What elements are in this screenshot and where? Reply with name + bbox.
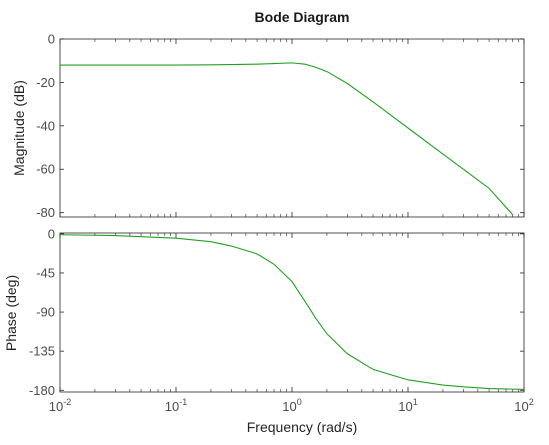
x-tick-label: 102	[514, 397, 533, 414]
x-tick-label: 10-1	[165, 397, 187, 414]
chart-title: Bode Diagram	[255, 9, 350, 25]
magnitude-x-ticks	[59, 39, 525, 217]
x-tick-label: 100	[282, 397, 301, 414]
x-tick-label: 10-2	[49, 397, 71, 414]
x-axis-label: Frequency (rad/s)	[247, 419, 357, 435]
phase-y-tick-label: 0	[48, 226, 55, 241]
magnitude-y-tick-label: -20	[36, 75, 55, 90]
phase-panel: 0 -45 -90 -135 -180 Phase (deg)	[3, 226, 525, 398]
magnitude-y-tick-label: 0	[48, 32, 55, 47]
phase-y-tick-label: -45	[36, 265, 55, 280]
phase-y-ticks: 0 -45 -90 -135 -180	[29, 226, 524, 398]
phase-y-tick-label: -135	[29, 344, 55, 359]
phase-y-tick-label: -90	[36, 305, 55, 320]
phase-series-line	[59, 234, 525, 390]
phase-y-axis-label: Phase (deg)	[3, 275, 19, 351]
phase-y-tick-label: -180	[29, 383, 55, 398]
magnitude-y-tick-label: -40	[36, 118, 55, 133]
x-tick-label: 101	[398, 397, 417, 414]
phase-axes-box	[59, 232, 525, 393]
magnitude-y-tick-label: -80	[36, 205, 55, 220]
magnitude-panel: 0 -20 -40 -60 -80 Magnitude (dB)	[11, 32, 525, 220]
magnitude-y-ticks: 0 -20 -40 -60 -80	[36, 32, 524, 220]
magnitude-y-tick-label: -60	[36, 162, 55, 177]
magnitude-axes-box	[59, 38, 525, 218]
magnitude-series-line	[60, 62, 514, 216]
magnitude-y-axis-label: Magnitude (dB)	[11, 80, 27, 176]
x-tick-labels: 10-2 10-1 100 101 102	[49, 397, 534, 414]
phase-x-ticks	[59, 233, 525, 392]
